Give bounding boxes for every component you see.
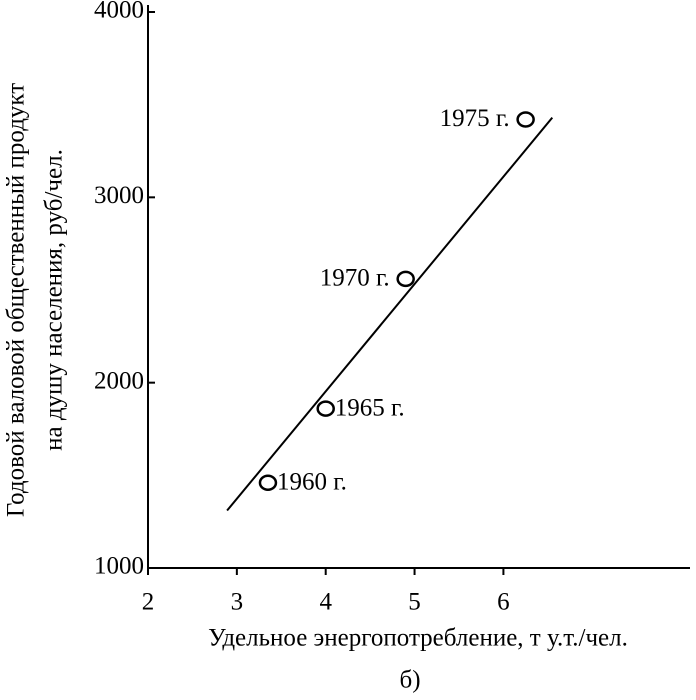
point	[316, 400, 335, 417]
x-axis-label: Удельное энергопотребление, т у.т./чел.	[208, 625, 628, 652]
trend-line	[226, 117, 554, 512]
point	[396, 270, 415, 288]
x-tick-label: 4	[319, 589, 332, 616]
x-tick-label: 5	[408, 589, 421, 616]
x-tick-label: 6	[497, 589, 510, 616]
point-label: 1960 г.	[277, 468, 347, 495]
point-label: 1970 г.	[320, 265, 390, 292]
point	[516, 111, 535, 128]
y-tick-label: 3000	[94, 182, 144, 209]
y-tick-label: 1000	[94, 553, 144, 580]
y-tick-label: 4000	[94, 0, 144, 24]
y-axis-label: Годовой валовой общественный продукт на …	[3, 83, 68, 517]
point-label: 1965 г.	[335, 394, 405, 421]
point	[258, 474, 278, 491]
y-axis-label-line: Годовой валовой общественный продукт	[3, 83, 30, 517]
y-axis-label-line: на душу населения, руб/чел.	[41, 149, 68, 451]
y-tick-label: 2000	[94, 367, 144, 394]
point-label: 1975 г.	[440, 105, 510, 132]
caption: б)	[399, 667, 420, 694]
x-tick-label: 2	[142, 589, 155, 616]
x-tick-label: 3	[231, 589, 244, 616]
